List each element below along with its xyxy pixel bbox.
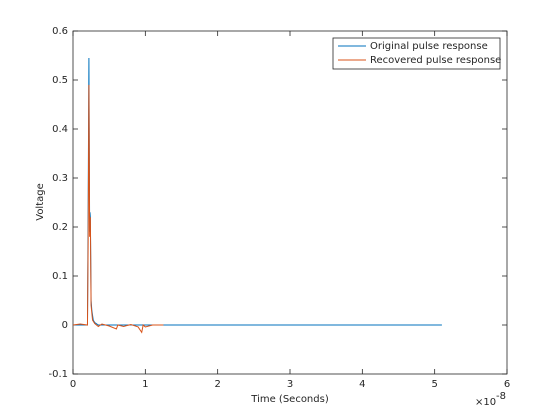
y-tick-label: 0.2 (52, 222, 68, 233)
y-tick-label: 0.3 (52, 173, 68, 184)
y-tick-label: 0.4 (52, 124, 68, 135)
x-tick-label: 3 (287, 379, 293, 390)
legend-label: Original pulse response (370, 41, 488, 52)
x-tick-label: 5 (431, 379, 437, 390)
x-axis-label: Time (Seconds) (250, 394, 329, 405)
x-tick-label: 2 (214, 379, 220, 390)
x-multiplier-exponent: -8 (496, 391, 506, 402)
x-tick-label: 0 (70, 379, 76, 390)
y-axis-label: Voltage (35, 183, 46, 221)
y-tick-label: 0 (62, 320, 68, 331)
y-tick-label: -0.1 (48, 369, 68, 380)
x-multiplier: ×10 (475, 397, 496, 408)
x-tick-label: 1 (142, 379, 148, 390)
x-tick-label: 6 (504, 379, 510, 390)
series-line (72, 84, 164, 334)
x-tick-label: 4 (359, 379, 365, 390)
y-tick-label: 0.5 (52, 75, 68, 86)
legend-box (332, 37, 501, 70)
y-tick-label: 0.6 (52, 26, 68, 37)
plot-area (72, 30, 508, 375)
legend-label: Recovered pulse response (370, 55, 501, 66)
y-tick-label: 0.1 (52, 271, 68, 282)
